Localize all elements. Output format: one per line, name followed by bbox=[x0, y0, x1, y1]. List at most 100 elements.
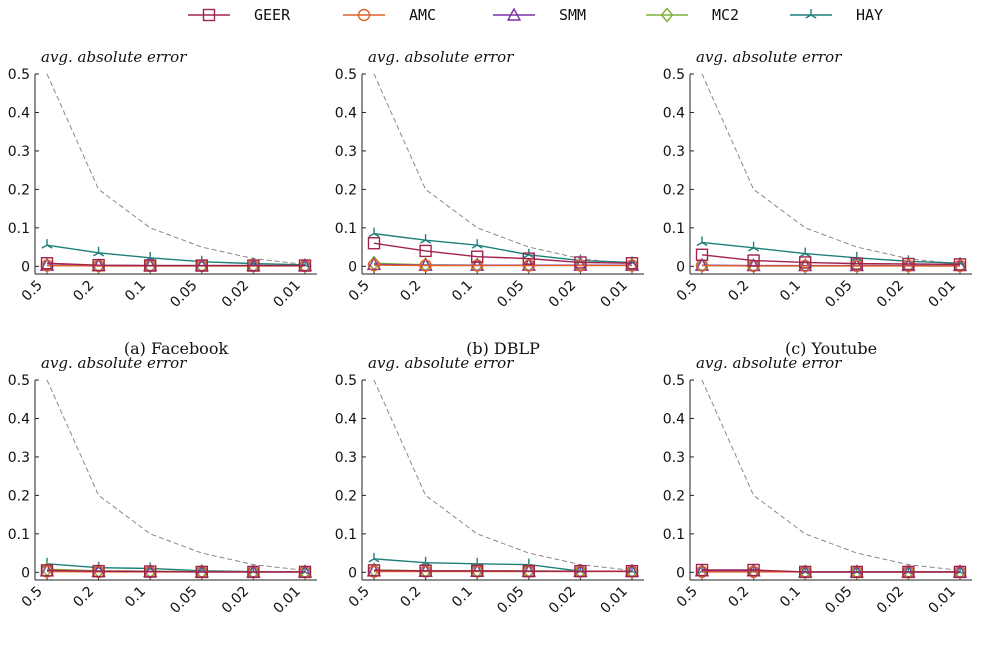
reference-dashed-line bbox=[46, 73, 306, 265]
series-line bbox=[373, 558, 632, 572]
legend-label: SMM bbox=[559, 6, 586, 24]
panel-caption: (a) Facebook bbox=[124, 339, 229, 358]
data-point-circle bbox=[522, 259, 535, 272]
data-point-diamond bbox=[747, 258, 761, 274]
series-geer bbox=[695, 563, 967, 579]
x-tick-label: 0.05 bbox=[822, 584, 855, 617]
series-line bbox=[701, 254, 961, 266]
data-point-square bbox=[143, 565, 157, 578]
data-point-circle bbox=[367, 258, 381, 272]
y-tick-label: 0.3 bbox=[663, 450, 685, 466]
chart-panel-3: avg. absolute error 0 0.1 0.2 0.3 0.4 0.5 0.5 0.… bbox=[663, 48, 972, 358]
panel-caption: (f) Friendster bbox=[776, 645, 885, 648]
data-point-diamond bbox=[143, 258, 157, 274]
data-point-square bbox=[247, 565, 260, 579]
data-point-triangle bbox=[573, 257, 588, 271]
data-point-diamond bbox=[901, 564, 915, 580]
reference-dashed-line bbox=[373, 73, 633, 265]
chart-panel-1: avg. absolute error 0 0.1 0.2 0.3 0.4 0.5 0.5 0.… bbox=[8, 48, 317, 358]
series-line bbox=[373, 232, 633, 264]
data-point-square bbox=[92, 564, 105, 578]
y-tick-label: 0.1 bbox=[663, 221, 685, 237]
data-point-diamond bbox=[246, 258, 260, 274]
data-point-square bbox=[695, 248, 709, 261]
data-point-triangle bbox=[39, 257, 55, 271]
series-hay bbox=[41, 239, 311, 269]
reference-dashed-line bbox=[701, 379, 961, 571]
y-tick-label: 0.4 bbox=[335, 411, 357, 427]
data-point-triangle bbox=[366, 256, 382, 271]
data-point-square bbox=[195, 259, 209, 272]
data-point-square bbox=[247, 259, 260, 272]
y-tick-label: 0.5 bbox=[8, 373, 30, 389]
legend-item-geer: GEER bbox=[188, 6, 291, 24]
data-point-diamond bbox=[195, 258, 209, 274]
data-point-diamond bbox=[850, 564, 864, 580]
x-tick-label: 0.5 bbox=[674, 584, 701, 611]
x-tick-label: 0.1 bbox=[122, 584, 149, 611]
series-geer bbox=[40, 564, 312, 579]
data-point-square bbox=[40, 564, 54, 577]
data-point-triangle bbox=[746, 258, 761, 272]
data-point-triangle bbox=[901, 258, 916, 272]
data-point-square bbox=[143, 259, 157, 272]
data-point-square bbox=[298, 565, 312, 579]
data-point-triangle bbox=[624, 257, 640, 271]
series-mc2 bbox=[367, 255, 639, 273]
x-tick-label: 0.02 bbox=[546, 278, 579, 311]
x-tick-label: 0.5 bbox=[674, 278, 701, 305]
legend-diamond-marker bbox=[660, 7, 674, 23]
x-tick-label: 0.2 bbox=[397, 584, 424, 611]
series-line bbox=[373, 242, 633, 264]
chart-panel-2: avg. absolute error 0 0.1 0.2 0.3 0.4 0.5 0.5 0.… bbox=[335, 48, 644, 358]
chart-panel-5: avg. absolute error 0 0.1 0.2 0.3 0.4 0.5 0.5 0.… bbox=[335, 354, 644, 648]
y-tick-label: 0.4 bbox=[8, 105, 30, 121]
legend-circle-marker bbox=[357, 8, 371, 22]
x-tick-label: 0.02 bbox=[219, 278, 252, 311]
y-tick-label: 0.1 bbox=[335, 221, 357, 237]
data-point-star bbox=[748, 241, 760, 252]
x-tick-label: 0.5 bbox=[346, 584, 373, 611]
y-tick-label: 0 bbox=[348, 259, 357, 275]
data-point-star bbox=[696, 236, 708, 247]
y-tick-label: 0 bbox=[676, 259, 685, 275]
x-tick-label: 0.05 bbox=[822, 278, 855, 311]
x-tick-label: 0.02 bbox=[219, 584, 252, 617]
y-tick-label: 0.3 bbox=[8, 450, 30, 466]
x-tick-label: 0.1 bbox=[122, 278, 149, 305]
y-tick-label: 0.4 bbox=[663, 105, 685, 121]
data-point-square bbox=[419, 564, 432, 577]
y-axis-label: avg. absolute error bbox=[368, 48, 514, 66]
x-tick-label: 0.5 bbox=[346, 278, 373, 305]
x-tick-label: 0.2 bbox=[725, 278, 752, 305]
series-geer bbox=[367, 237, 639, 270]
legend-label: AMC bbox=[409, 6, 436, 24]
y-tick-label: 0.4 bbox=[663, 411, 685, 427]
x-tick-label: 0.05 bbox=[167, 584, 200, 617]
legend-square-marker bbox=[202, 8, 216, 22]
data-point-diamond bbox=[298, 258, 312, 274]
data-point-square bbox=[747, 254, 760, 267]
legend-item-mc2: MC2 bbox=[646, 6, 739, 24]
series-line bbox=[373, 569, 632, 572]
data-point-square bbox=[574, 256, 587, 269]
data-point-square bbox=[40, 257, 54, 270]
legend-triangle-marker bbox=[506, 7, 522, 21]
data-point-square bbox=[367, 564, 381, 577]
legend-star-marker bbox=[805, 9, 817, 19]
x-tick-label: 0.01 bbox=[597, 584, 630, 617]
data-point-square bbox=[92, 258, 105, 272]
y-axis-label: avg. absolute error bbox=[368, 354, 514, 372]
x-tick-label: 0.01 bbox=[270, 584, 303, 617]
y-tick-label: 0.5 bbox=[335, 373, 357, 389]
panel-caption: (b) DBLP bbox=[466, 339, 540, 358]
y-axis-label: avg. absolute error bbox=[696, 354, 842, 372]
y-tick-label: 0.2 bbox=[8, 488, 30, 504]
series-line bbox=[46, 569, 305, 573]
data-point-square bbox=[625, 564, 639, 578]
y-tick-label: 0.4 bbox=[335, 105, 357, 121]
data-point-square bbox=[367, 237, 381, 250]
x-tick-label: 0.1 bbox=[449, 584, 476, 611]
data-point-square bbox=[695, 563, 709, 577]
data-point-star bbox=[368, 227, 380, 238]
